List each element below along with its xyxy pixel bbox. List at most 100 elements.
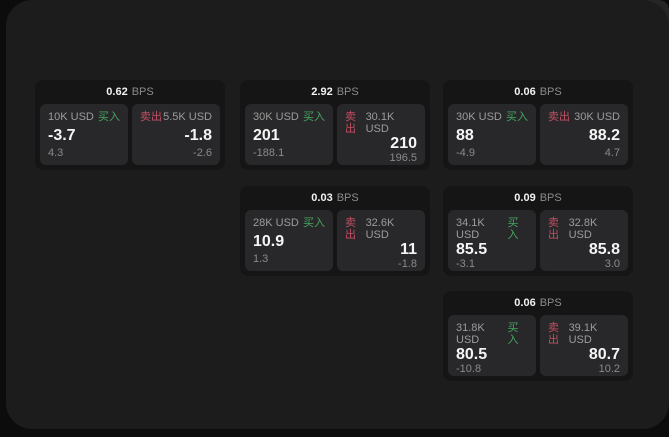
sell-price: 210	[390, 135, 417, 152]
buy-tag: 买入	[303, 111, 325, 123]
buy-change: -3.1	[456, 258, 475, 270]
buy-tag: 买入	[507, 322, 519, 346]
sell-price: -1.8	[184, 126, 212, 144]
bps-value: 2.92	[311, 86, 333, 98]
buy-change: 4.3	[48, 147, 64, 159]
sell-header-row: 卖出 32.8K USD	[548, 217, 620, 241]
bps-value: 0.09	[514, 192, 536, 204]
sell-change: 196.5	[389, 152, 417, 164]
card-header: 0.06 BPS	[443, 291, 633, 315]
buy-change: 1.3	[253, 253, 269, 265]
buy-tag: 买入	[506, 111, 528, 123]
sell-size-label: 32.8K USD	[568, 217, 598, 241]
sell-panel[interactable]: 卖出 32.8K USD 85.8 3.0	[540, 210, 628, 271]
quote-card: 0.06 BPS 30K USD 买入 88 -4.9 卖出 30K USD 8…	[443, 80, 633, 170]
buy-price: 10.9	[253, 232, 285, 250]
quote-card: 0.09 BPS 34.1K USD 买入 85.5 -3.1 卖出 32.8K…	[443, 186, 633, 276]
card-body: 30K USD 买入 201 -188.1 卖出 30.1K USD 210 1…	[240, 104, 430, 170]
buy-price: 201	[253, 126, 280, 144]
buy-header-row: 30K USD 买入	[456, 111, 528, 123]
card-body: 10K USD 买入 -3.7 4.3 卖出 5.5K USD -1.8 -2.…	[35, 104, 225, 170]
buy-price: -3.7	[48, 126, 76, 144]
buy-header-row: 31.8K USD 买入	[456, 322, 528, 346]
sell-header-row: 卖出 32.6K USD	[345, 217, 417, 241]
buy-header-row: 30K USD 买入	[253, 111, 325, 123]
sell-tag: 卖出	[140, 111, 162, 123]
buy-header-row: 34.1K USD 买入	[456, 217, 528, 241]
card-header: 0.03 BPS	[240, 186, 430, 210]
buy-panel[interactable]: 30K USD 买入 88 -4.9	[448, 104, 536, 165]
bps-value: 0.06	[514, 297, 536, 309]
quote-card: 0.06 BPS 31.8K USD 买入 80.5 -10.8 卖出 39.1…	[443, 291, 633, 381]
buy-price: 85.5	[456, 241, 488, 258]
bps-value: 0.03	[311, 192, 333, 204]
sell-change: 4.7	[604, 147, 620, 159]
app-window: 0.62 BPS 10K USD 买入 -3.7 4.3 卖出 5.5K USD…	[6, 0, 669, 429]
buy-panel[interactable]: 31.8K USD 买入 80.5 -10.8	[448, 315, 536, 376]
card-body: 30K USD 买入 88 -4.9 卖出 30K USD 88.2 4.7	[443, 104, 633, 170]
buy-size-label: 31.8K USD	[456, 322, 485, 346]
bps-unit: BPS	[336, 192, 359, 204]
sell-size-label: 30.1K USD	[365, 111, 395, 135]
sell-panel[interactable]: 卖出 30.1K USD 210 196.5	[337, 104, 425, 165]
card-header: 0.62 BPS	[35, 80, 225, 104]
buy-size-label: 10K USD	[48, 111, 94, 123]
sell-panel[interactable]: 卖出 5.5K USD -1.8 -2.6	[132, 104, 220, 165]
bps-value: 0.62	[106, 86, 128, 98]
sell-change: 3.0	[604, 258, 620, 270]
buy-panel[interactable]: 34.1K USD 买入 85.5 -3.1	[448, 210, 536, 271]
buy-panel[interactable]: 30K USD 买入 201 -188.1	[245, 104, 333, 165]
buy-panel[interactable]: 28K USD 买入 10.9 1.3	[245, 210, 333, 271]
sell-panel[interactable]: 卖出 32.6K USD 11 -1.8	[337, 210, 425, 271]
buy-tag: 买入	[98, 111, 120, 123]
sell-price: 11	[400, 241, 417, 258]
sell-panel[interactable]: 卖出 30K USD 88.2 4.7	[540, 104, 628, 165]
buy-size-label: 34.1K USD	[456, 217, 485, 241]
buy-price: 80.5	[456, 346, 488, 363]
buy-tag: 买入	[507, 217, 519, 241]
sell-header-row: 卖出 30K USD	[548, 111, 620, 123]
sell-change: -2.6	[193, 147, 212, 159]
card-body: 34.1K USD 买入 85.5 -3.1 卖出 32.8K USD 85.8…	[443, 210, 633, 276]
bps-unit: BPS	[336, 86, 359, 98]
sell-tag: 卖出	[548, 111, 570, 123]
sell-price: 88.2	[588, 126, 620, 144]
buy-size-label: 30K USD	[253, 111, 299, 123]
sell-change: -1.8	[398, 258, 417, 270]
sell-header-row: 卖出 5.5K USD	[140, 111, 212, 123]
buy-size-label: 28K USD	[253, 217, 299, 229]
sell-size-label: 5.5K USD	[163, 111, 212, 123]
buy-price: 88	[456, 126, 474, 144]
card-body: 31.8K USD 买入 80.5 -10.8 卖出 39.1K USD 80.…	[443, 315, 633, 381]
buy-change: -4.9	[456, 147, 475, 159]
card-header: 2.92 BPS	[240, 80, 430, 104]
sell-price: 80.7	[588, 346, 620, 363]
sell-size-label: 32.6K USD	[365, 217, 395, 241]
sell-change: 10.2	[598, 363, 620, 375]
sell-tag: 卖出	[345, 111, 356, 135]
sell-tag: 卖出	[548, 217, 559, 241]
quote-card: 0.62 BPS 10K USD 买入 -3.7 4.3 卖出 5.5K USD…	[35, 80, 225, 170]
sell-tag: 卖出	[345, 217, 356, 241]
bps-unit: BPS	[131, 86, 154, 98]
sell-panel[interactable]: 卖出 39.1K USD 80.7 10.2	[540, 315, 628, 376]
buy-panel[interactable]: 10K USD 买入 -3.7 4.3	[40, 104, 128, 165]
card-header: 0.06 BPS	[443, 80, 633, 104]
bps-unit: BPS	[539, 297, 562, 309]
buy-tag: 买入	[303, 217, 325, 229]
buy-header-row: 28K USD 买入	[253, 217, 325, 229]
quote-card: 0.03 BPS 28K USD 买入 10.9 1.3 卖出 32.6K US…	[240, 186, 430, 276]
sell-header-row: 卖出 39.1K USD	[548, 322, 620, 346]
card-header: 0.09 BPS	[443, 186, 633, 210]
bps-value: 0.06	[514, 86, 536, 98]
buy-header-row: 10K USD 买入	[48, 111, 120, 123]
sell-size-label: 39.1K USD	[568, 322, 598, 346]
sell-header-row: 卖出 30.1K USD	[345, 111, 417, 135]
card-body: 28K USD 买入 10.9 1.3 卖出 32.6K USD 11 -1.8	[240, 210, 430, 276]
buy-size-label: 30K USD	[456, 111, 502, 123]
sell-size-label: 30K USD	[574, 111, 620, 123]
bps-unit: BPS	[539, 192, 562, 204]
buy-change: -10.8	[456, 363, 482, 375]
buy-change: -188.1	[253, 147, 285, 159]
sell-tag: 卖出	[548, 322, 559, 346]
